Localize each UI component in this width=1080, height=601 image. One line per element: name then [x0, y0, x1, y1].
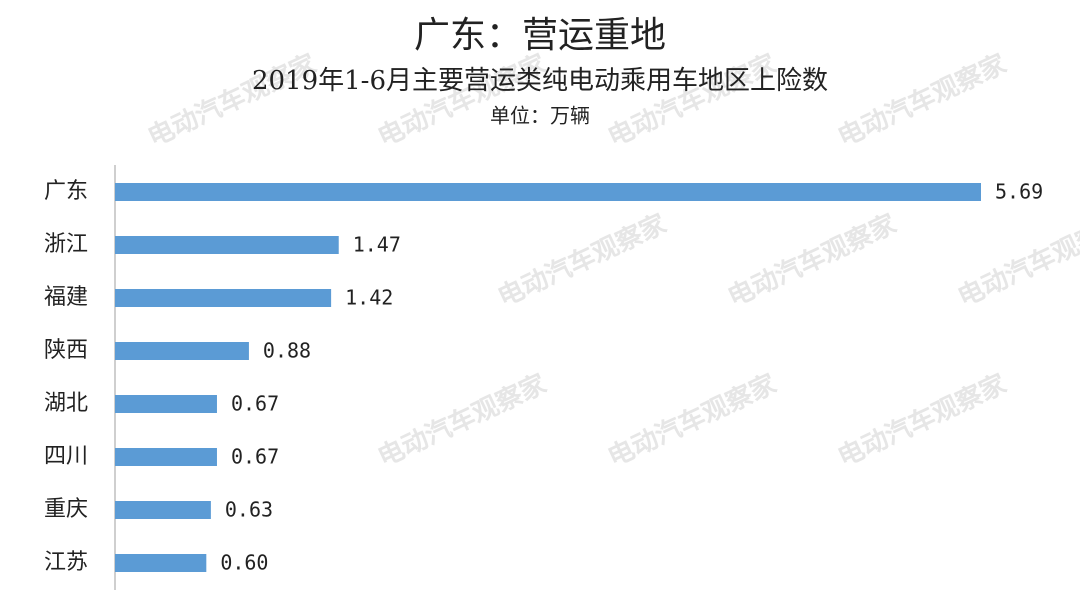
- data-label: 0.67: [231, 445, 279, 469]
- chart-subtitle: 2019年1-6月主要营运类纯电动乘用车地区上险数: [252, 66, 828, 96]
- y-tick-label: 福建: [44, 285, 88, 310]
- data-label: 1.42: [345, 286, 393, 310]
- bar: [115, 501, 211, 519]
- data-label: 0.60: [220, 551, 268, 575]
- y-tick-label: 陕西: [44, 338, 88, 363]
- data-label: 0.88: [263, 339, 311, 363]
- bar: [115, 289, 332, 307]
- bar: [115, 236, 339, 254]
- data-label: 0.63: [225, 498, 273, 522]
- y-tick-label: 江苏: [44, 550, 88, 575]
- y-tick-label: 广东: [44, 179, 88, 204]
- bar: [115, 395, 217, 413]
- watermarks: 电动汽车观察家 电动汽车观察家 电动汽车观察家 电动汽车观察家 电动汽车观察家 …: [143, 48, 1080, 473]
- y-tick-label: 湖北: [44, 391, 88, 416]
- watermark: 电动汽车观察家: [723, 208, 901, 313]
- data-label: 1.47: [353, 233, 401, 257]
- watermark: 电动汽车观察家: [373, 48, 551, 153]
- watermark: 电动汽车观察家: [953, 208, 1080, 313]
- chart-title: 广东：营运重地: [414, 15, 666, 56]
- watermark: 电动汽车观察家: [833, 48, 1011, 153]
- watermark: 电动汽车观察家: [833, 368, 1011, 473]
- y-tick-label: 四川: [44, 444, 88, 469]
- data-label: 5.69: [995, 180, 1043, 204]
- y-tick-label: 浙江: [44, 232, 88, 257]
- watermark: 电动汽车观察家: [143, 48, 321, 153]
- unit-label: 单位：万辆: [490, 104, 590, 128]
- data-label: 0.67: [231, 392, 279, 416]
- watermark: 电动汽车观察家: [603, 368, 781, 473]
- bar: [115, 554, 207, 572]
- bar: [115, 342, 249, 360]
- y-tick-label: 重庆: [44, 497, 88, 522]
- watermark: 电动汽车观察家: [603, 48, 781, 153]
- watermark: 电动汽车观察家: [373, 368, 551, 473]
- bar: [115, 448, 217, 466]
- bar: [115, 183, 981, 201]
- watermark: 电动汽车观察家: [493, 208, 671, 313]
